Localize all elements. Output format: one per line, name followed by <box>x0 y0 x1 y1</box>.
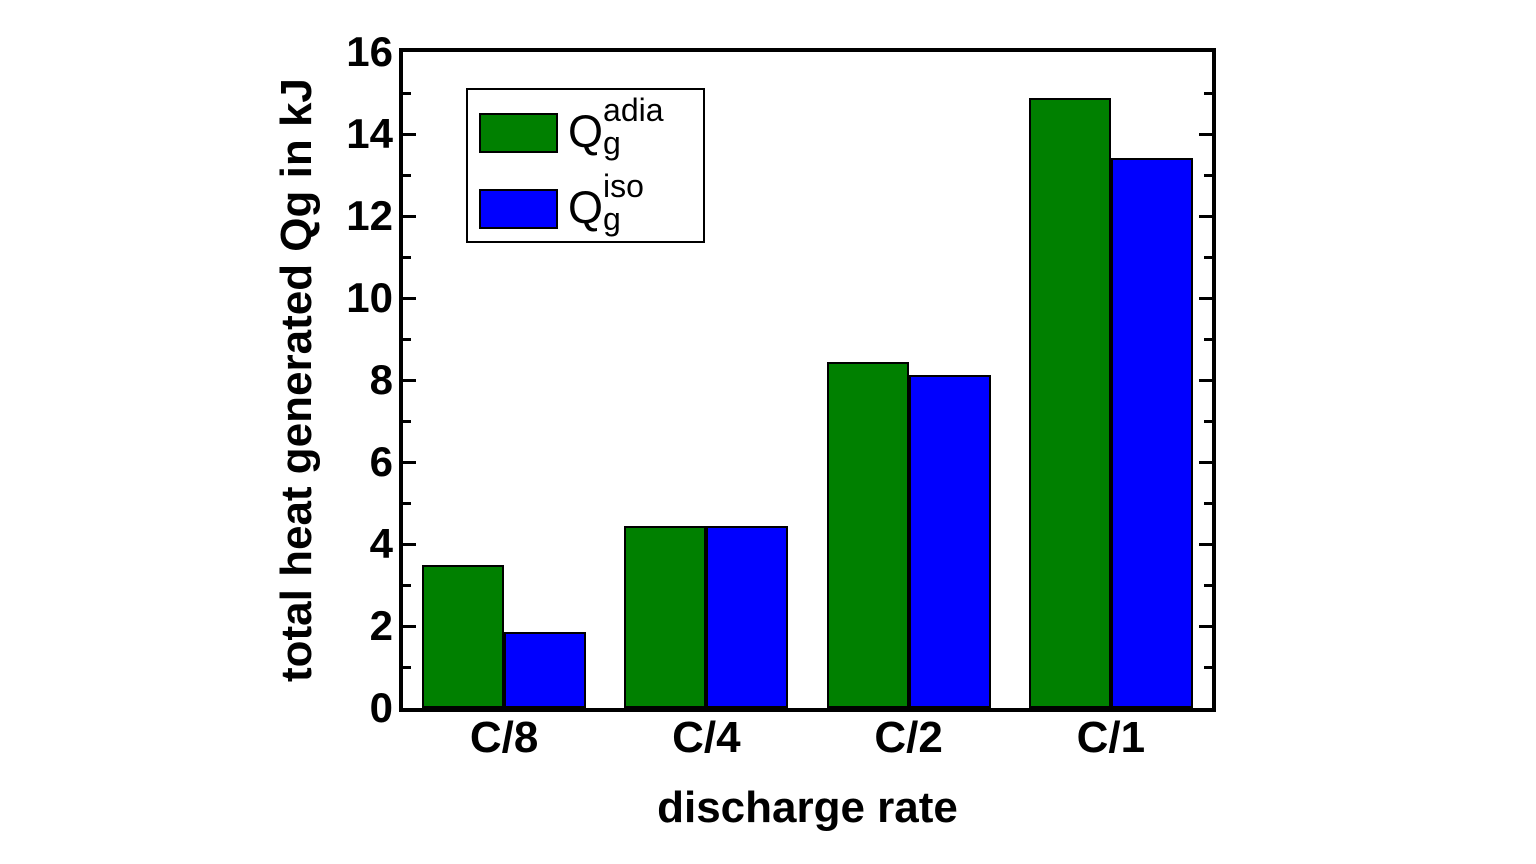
y-tick-label-14: 14 <box>346 110 393 157</box>
x-tick-label-C2: C/2 <box>874 713 943 762</box>
legend: Q adia g Q iso g <box>466 88 705 243</box>
y-tick-label-16: 16 <box>346 28 393 75</box>
legend-item-adia: Q adia g <box>468 90 703 165</box>
adia-bar-C4 <box>624 526 707 708</box>
minor-tick-left-9 <box>403 337 411 341</box>
iso-bar-C2 <box>908 375 991 708</box>
iso-legend-swatch <box>479 189 558 229</box>
minor-tick-left-15 <box>403 91 411 95</box>
legend-label-superscript: iso <box>603 168 644 204</box>
y-tick-label-0: 0 <box>369 684 393 731</box>
y-tick-label-2: 2 <box>369 602 393 649</box>
major-tick-left-12 <box>403 214 416 218</box>
major-tick-left-10 <box>403 296 416 300</box>
legend-item-iso: Q iso g <box>468 166 703 241</box>
major-tick-right-6 <box>1199 460 1212 464</box>
iso-bar-C4 <box>706 526 789 708</box>
y-tick-label-6: 6 <box>369 438 393 485</box>
iso-bar-C1 <box>1110 158 1193 708</box>
legend-label-subscript: g <box>603 201 621 237</box>
major-tick-right-12 <box>1199 214 1212 218</box>
minor-tick-right-3 <box>1204 583 1212 587</box>
adia-legend-label: Q adia g <box>568 92 664 161</box>
major-tick-left-8 <box>403 378 416 382</box>
major-tick-right-4 <box>1199 542 1212 546</box>
major-tick-left-4 <box>403 542 416 546</box>
x-tick-label-C4: C/4 <box>672 713 741 762</box>
adia-legend-swatch <box>479 113 558 153</box>
legend-label-subscript: g <box>603 125 621 161</box>
minor-tick-right-9 <box>1204 337 1212 341</box>
minor-tick-right-11 <box>1204 255 1212 259</box>
major-tick-left-14 <box>403 132 416 136</box>
x-tick-label-C1: C/1 <box>1076 713 1146 762</box>
minor-tick-right-7 <box>1204 419 1212 423</box>
major-tick-right-8 <box>1199 378 1212 382</box>
y-tick-label-10: 10 <box>346 274 393 321</box>
legend-label-superscript: adia <box>603 92 664 128</box>
minor-tick-left-7 <box>403 419 411 423</box>
major-tick-right-14 <box>1199 132 1212 136</box>
adia-bar-C2 <box>826 362 909 708</box>
iso-bar-C8 <box>504 632 587 708</box>
adia-bar-C8 <box>422 565 505 708</box>
minor-tick-left-1 <box>403 665 411 669</box>
major-tick-left-6 <box>403 460 416 464</box>
plot-area <box>399 48 1216 712</box>
minor-tick-left-5 <box>403 501 411 505</box>
minor-tick-left-11 <box>403 255 411 259</box>
minor-tick-left-13 <box>403 173 411 177</box>
minor-tick-right-13 <box>1204 173 1212 177</box>
major-tick-right-10 <box>1199 296 1212 300</box>
legend-label-base: Q <box>568 106 604 157</box>
major-tick-left-2 <box>403 624 416 628</box>
minor-tick-left-3 <box>403 583 411 587</box>
x-tick-label-C8: C/8 <box>469 713 539 762</box>
adia-bar-C1 <box>1028 98 1111 708</box>
minor-tick-right-5 <box>1204 501 1212 505</box>
legend-label-base: Q <box>568 182 604 233</box>
iso-legend-label: Q iso g <box>568 168 644 237</box>
x-axis-title: discharge rate <box>657 783 958 832</box>
minor-tick-right-1 <box>1204 665 1212 669</box>
y-tick-label-4: 4 <box>369 520 393 567</box>
y-tick-label-12: 12 <box>346 192 393 239</box>
major-tick-right-2 <box>1199 624 1212 628</box>
minor-tick-right-15 <box>1204 91 1212 95</box>
y-tick-label-8: 8 <box>369 356 393 403</box>
